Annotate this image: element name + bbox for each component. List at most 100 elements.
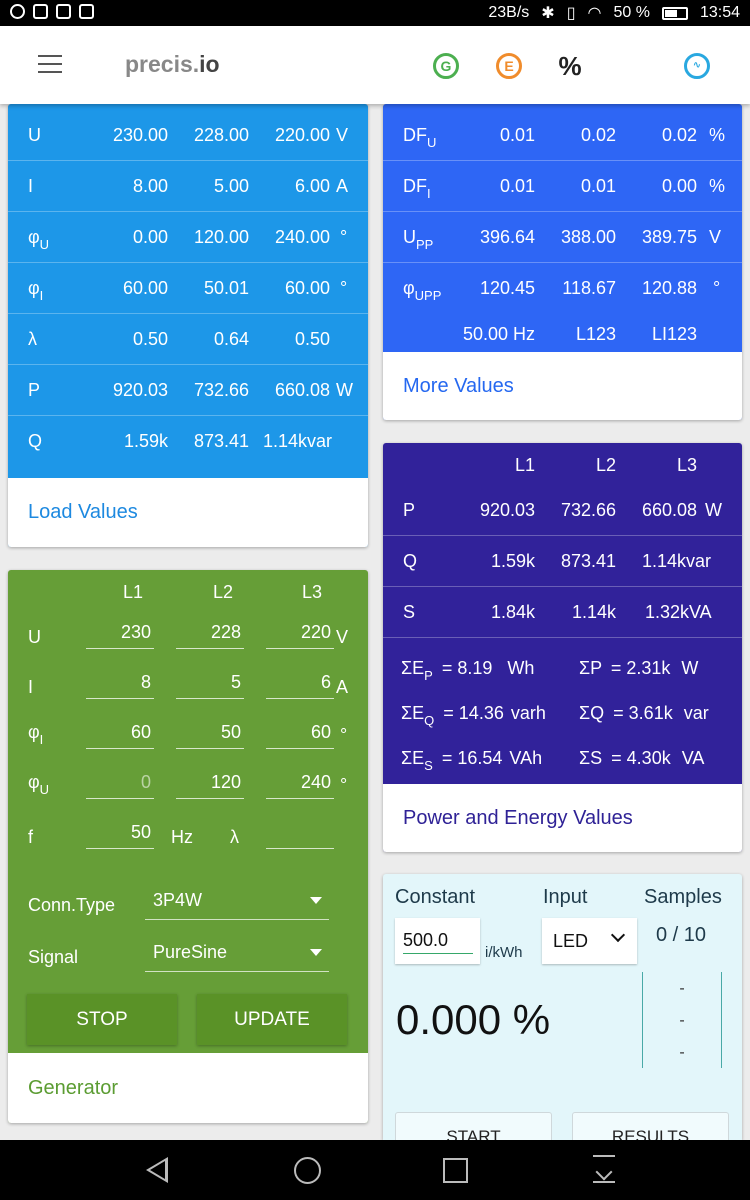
wifi-icon: ◠ [587, 5, 602, 22]
start-button[interactable]: START [395, 1112, 552, 1140]
meter-test-card: Constant Input Samples 500.0 i/kWh LED 0… [383, 874, 742, 1140]
dropdown-arrow-icon [310, 897, 322, 904]
battery-icon [661, 6, 688, 20]
gen-phi-i-l3-input[interactable]: 60 [266, 722, 334, 749]
power-row-q: Q 1.59k 873.41 1.14k var [383, 536, 742, 587]
gen-label-phi-u: φU [28, 772, 50, 797]
mail-icon [56, 4, 71, 19]
gen-phi-u-l1-input[interactable]: 0 [86, 772, 154, 799]
power-energy-link[interactable]: Power and Energy Values [383, 784, 742, 852]
gen-label-f: f [28, 827, 34, 847]
gen-u-l1-input[interactable]: 230 [86, 622, 154, 649]
bag-icon [79, 4, 94, 19]
app-bar: precis.io G E % ∿ [0, 26, 750, 104]
update-button[interactable]: UPDATE [197, 994, 347, 1045]
bluetooth-icon: ✱ [541, 5, 555, 22]
constant-input[interactable]: 500.0 [403, 930, 473, 954]
input-label: Input [543, 886, 588, 908]
gen-i-l1-input[interactable]: 8 [86, 672, 154, 699]
messenger-icon [10, 4, 25, 19]
more-row-df-u: DFU 0.01 0.02 0.02 % [383, 110, 742, 161]
gen-phi-i-l2-input[interactable]: 50 [176, 722, 244, 749]
network-speed: 23B/s [488, 4, 530, 21]
sum-p-line: ΣP = 2.31k W [579, 658, 699, 678]
waveform-icon[interactable]: ∿ [684, 53, 710, 79]
back-icon[interactable] [146, 1157, 168, 1183]
conn-type-select[interactable]: 3P4W [145, 888, 329, 920]
signal-label: Signal [28, 947, 79, 967]
more-values-card: DFU 0.01 0.02 0.02 % DFI 0.01 0.01 0.00 … [383, 104, 742, 420]
gen-header-l3: L3 [302, 582, 323, 602]
percent-icon[interactable]: % [558, 51, 582, 81]
load-row-i: I 8.00 5.00 6.00 A [8, 161, 368, 212]
vibrate-icon: ▯ [566, 5, 576, 22]
generator-link[interactable]: Generator [8, 1053, 368, 1123]
load-row-phi-i: φI 60.00 50.01 60.00 ° [8, 263, 368, 314]
power-row-p: P 920.03 732.66 660.08 W [383, 485, 742, 536]
gen-header-l1: L1 [123, 582, 144, 602]
power-row-s: S 1.84k 1.14k 1.32k VA [383, 587, 742, 638]
gen-phi-i-l1-input[interactable]: 60 [86, 722, 154, 749]
gen-label-i: I [28, 677, 34, 697]
more-values-link[interactable]: More Values [383, 352, 742, 420]
constant-input-box[interactable]: 500.0 [395, 918, 480, 964]
chevron-down-icon [610, 927, 626, 943]
gen-lambda-input[interactable] [266, 822, 334, 849]
gen-label-lambda: λ [230, 827, 239, 847]
results-button[interactable]: RESULTS [572, 1112, 729, 1140]
battery-percent: 50 % [613, 4, 650, 21]
menu-icon[interactable] [38, 55, 62, 73]
load-row-lambda: λ 0.50 0.64 0.50 [8, 314, 368, 365]
gen-frequency-input[interactable]: 50 [86, 822, 154, 849]
energy-p-line: ΣEP = 8.19 Wh [401, 658, 535, 683]
frequency-value: 50.00 Hz [462, 324, 535, 344]
generator-icon[interactable]: G [433, 53, 459, 79]
more-row-phi-upp: φUPP 120.45 118.67 120.88 ° [403, 278, 721, 303]
system-nav-bar [0, 1140, 750, 1200]
recent-apps-icon[interactable] [443, 1158, 468, 1183]
constant-unit: i/kWh [485, 944, 523, 961]
more-row-upp: UPP 396.64 388.00 389.75 V [383, 212, 742, 263]
gen-i-l2-input[interactable]: 5 [176, 672, 244, 699]
conn-type-label: Conn.Type [28, 895, 116, 915]
load-row-q: Q 1.59k 873.41 1.14k var [28, 431, 333, 451]
samples-label: Samples [644, 886, 722, 908]
error-value: 0.000 % [396, 996, 551, 1043]
phase-sequence-ui: LI123 [651, 324, 697, 344]
notification-icons [10, 4, 94, 19]
status-bar: 23B/s ✱ ▯ ◠ 50 % 13:54 [0, 0, 750, 26]
sum-q-line: ΣQ = 3.61k var [579, 703, 709, 723]
signal-select[interactable]: PureSine [145, 940, 329, 972]
stop-button[interactable]: STOP [27, 994, 177, 1045]
load-values-card: U 230.00 228.00 220.00 V I 8.00 5.00 6.0… [8, 104, 368, 547]
energy-icon[interactable]: E [496, 53, 522, 79]
gen-u-l2-input[interactable]: 228 [176, 622, 244, 649]
notification-pull-icon[interactable] [593, 1155, 615, 1183]
gen-u-l3-input[interactable]: 220 [266, 622, 334, 649]
energy-q-line: ΣEQ = 14.36 varh [401, 703, 546, 728]
power-header-row: L1 L2 L3 [514, 455, 697, 475]
power-energy-card: L1 L2 L3 P 920.03 732.66 660.08 W Q 1.59… [383, 443, 742, 852]
clock: 13:54 [699, 4, 740, 21]
mail-icon [33, 4, 48, 19]
load-row-phi-u: φU 0.00 120.00 240.00 ° [8, 212, 368, 263]
gen-label-u: U [28, 627, 41, 647]
gen-label-phi-i: φI [28, 722, 44, 747]
generator-card: L1 L2 L3 U 230 228 220 V I 8 5 6 A φI 60… [8, 570, 368, 1123]
input-select[interactable]: LED [542, 918, 637, 964]
gen-phi-u-l2-input[interactable]: 120 [176, 772, 244, 799]
more-row-df-i: DFI 0.01 0.01 0.00 % [383, 161, 742, 212]
gen-i-l3-input[interactable]: 6 [266, 672, 334, 699]
phase-sequence-u: L123 [575, 324, 616, 344]
dropdown-arrow-icon [310, 949, 322, 956]
gen-header-l2: L2 [213, 582, 234, 602]
brand-logo: precis.io [125, 51, 220, 77]
gen-phi-u-l3-input[interactable]: 240 [266, 772, 334, 799]
home-icon[interactable] [294, 1157, 321, 1184]
load-values-link[interactable]: Load Values [8, 478, 368, 547]
load-row-u: U 230.00 228.00 220.00 V [8, 110, 368, 161]
sample-results-list: - - - [642, 972, 722, 1068]
load-row-p: P 920.03 732.66 660.08 W [8, 365, 368, 416]
more-row-frequency: 50.00 Hz L123 LI123 [383, 309, 742, 360]
constant-label: Constant [395, 886, 476, 908]
